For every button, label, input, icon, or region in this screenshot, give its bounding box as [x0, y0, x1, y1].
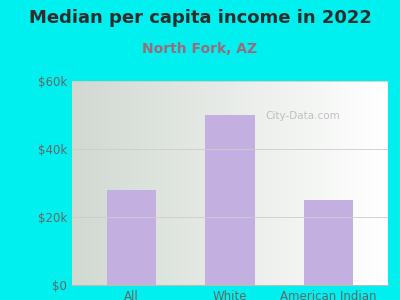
- Text: City-Data.com: City-Data.com: [265, 111, 340, 121]
- Text: Median per capita income in 2022: Median per capita income in 2022: [28, 9, 372, 27]
- Bar: [106, 190, 156, 285]
- Text: North Fork, AZ: North Fork, AZ: [142, 42, 258, 56]
- Bar: [304, 200, 354, 285]
- Bar: [205, 115, 255, 285]
